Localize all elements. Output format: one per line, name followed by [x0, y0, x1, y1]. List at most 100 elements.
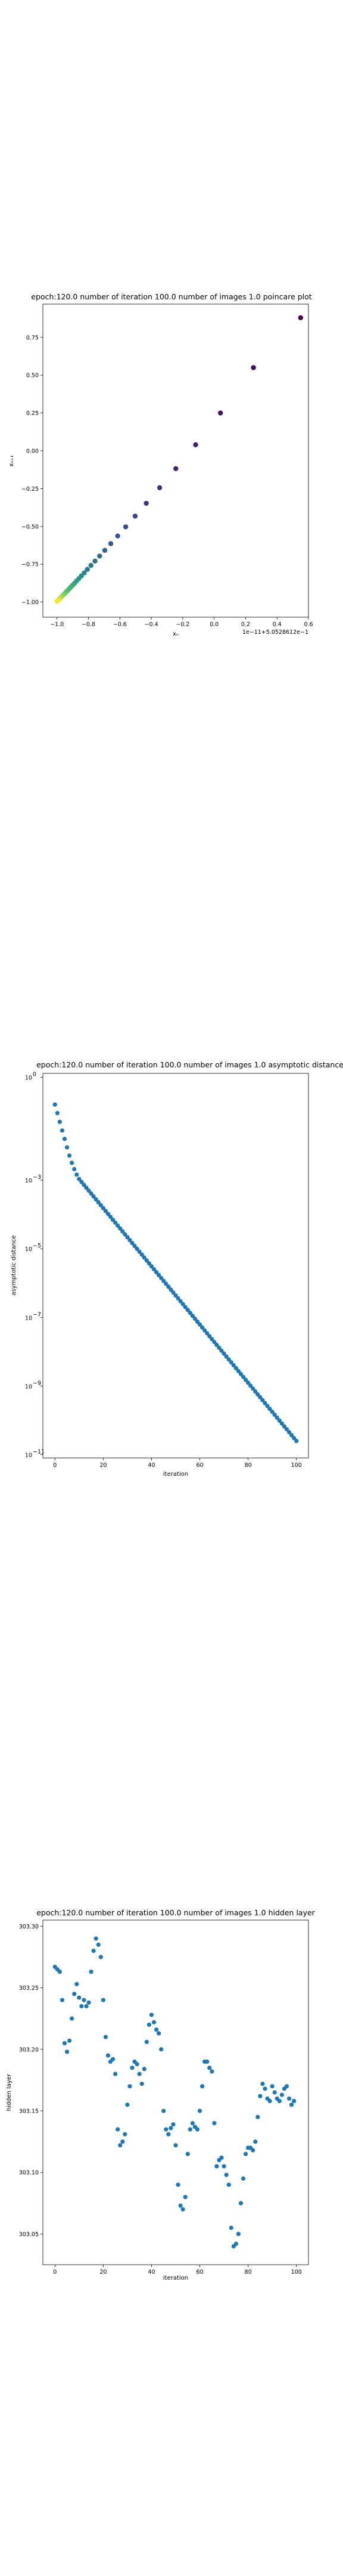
x-axis-label: iteration	[163, 2275, 188, 2281]
x-tick-label: 80	[245, 1462, 252, 1469]
y-tick-label: 303.25	[19, 1985, 39, 1992]
data-point	[188, 1311, 192, 1315]
data-point	[52, 1102, 57, 1107]
data-point	[243, 2151, 248, 2156]
data-point	[118, 1226, 123, 1231]
data-point	[279, 1421, 284, 1426]
data-point	[60, 1998, 65, 2002]
data-point	[116, 1223, 120, 1228]
data-point	[178, 1299, 183, 1304]
x-tick-label: 20	[99, 2269, 107, 2275]
data-point	[226, 2182, 231, 2187]
data-point	[164, 1281, 169, 1286]
y-tick-label: −0.50	[21, 524, 39, 530]
x-tick-label: 100	[291, 2269, 302, 2275]
data-point	[139, 2081, 144, 2086]
data-point	[98, 1203, 103, 1208]
data-point	[176, 1296, 180, 1301]
data-point	[115, 533, 120, 539]
data-point	[93, 1197, 98, 1202]
poincare-plot: epoch:120.0 number of iteration 100.0 nu…	[8, 292, 313, 637]
x-tick-label: 40	[148, 1462, 155, 1469]
x-tick-label: −0.4	[145, 621, 158, 628]
y-tick-label: 303.20	[19, 2046, 39, 2053]
data-point	[173, 1293, 178, 1298]
data-point	[157, 1272, 161, 1277]
data-point	[251, 2148, 255, 2153]
x-ticks: 0 20 40 60 80 100	[53, 2265, 302, 2275]
data-point	[292, 1436, 297, 1441]
y-tick-exponent: −9	[33, 1380, 41, 1386]
y-tick-label: 10	[25, 1315, 32, 1321]
data-point	[284, 2084, 289, 2089]
data-point	[222, 2164, 226, 2169]
data-point	[123, 1232, 127, 1237]
data-point	[190, 1314, 195, 1318]
data-point	[279, 2092, 284, 2097]
x-axis-label: iteration	[163, 1471, 188, 1478]
y-tick-label: 10	[25, 1178, 32, 1184]
data-point	[161, 1278, 166, 1283]
data-point	[236, 1368, 241, 1373]
data-point	[251, 365, 256, 370]
marks	[52, 1936, 297, 2249]
data-point	[67, 2038, 72, 2043]
data-point	[135, 2061, 139, 2067]
data-point	[260, 2081, 265, 2086]
y-ticks: −1.00 −0.75 −0.50 −0.25 0.00 0.25 0.50 0.75	[21, 335, 43, 606]
data-point	[238, 1371, 244, 1376]
data-point	[205, 2059, 210, 2064]
y-tick-label: 303.30	[19, 1924, 39, 1930]
y-tick-label: 10	[25, 1246, 32, 1253]
x-ticks: 0 20 40 60 80 100	[53, 1458, 302, 1469]
data-point	[253, 1389, 258, 1394]
data-point	[102, 547, 108, 553]
x-tick-label: 0.4	[273, 621, 282, 628]
data-point	[64, 2049, 70, 2054]
x-offset-label: 1e−11+5.0528612e−1	[242, 629, 308, 636]
data-point	[70, 2016, 74, 2021]
data-point	[241, 1374, 246, 1379]
x-tick-label: 40	[148, 2269, 155, 2275]
data-point	[272, 2090, 277, 2095]
data-point	[135, 1246, 139, 1251]
data-point	[86, 1188, 91, 1193]
data-point	[142, 1255, 146, 1260]
data-point	[103, 2035, 108, 2039]
y-tick-exponent: −7	[33, 1311, 41, 1318]
data-point	[169, 2126, 173, 2131]
data-point	[88, 563, 93, 568]
data-point	[200, 1325, 205, 1330]
data-point	[123, 2132, 127, 2137]
data-point	[72, 1167, 77, 1172]
data-point	[207, 1334, 212, 1339]
data-point	[183, 1305, 188, 1309]
data-point	[219, 1348, 224, 1353]
data-point	[185, 1308, 190, 1312]
data-point	[96, 1942, 101, 1947]
data-point	[185, 2151, 190, 2156]
data-point	[110, 1217, 116, 1222]
y-tick-label: 10	[25, 1075, 32, 1082]
data-point	[231, 1363, 236, 1368]
data-point	[89, 1970, 93, 1974]
y-tick-label: 0.75	[26, 335, 39, 341]
data-point	[248, 1383, 253, 1388]
data-point	[195, 1319, 200, 1324]
chart-title: epoch:120.0 number of iteration 100.0 nu…	[31, 292, 312, 301]
data-point	[57, 1970, 62, 1974]
asymptotic-distance-plot: epoch:120.0 number of iteration 100.0 nu…	[11, 1060, 343, 1478]
data-point	[275, 1415, 279, 1420]
data-point	[263, 2086, 267, 2091]
data-point	[200, 2084, 205, 2089]
x-tick-label: 0	[53, 2269, 57, 2275]
y-tick-label: 10	[25, 1383, 32, 1390]
hidden-layer-plot: epoch:120.0 number of iteration 100.0 nu…	[6, 1908, 316, 2281]
data-point	[120, 1229, 125, 1234]
data-point	[64, 1145, 70, 1150]
data-point	[289, 1433, 294, 1438]
data-point	[210, 1337, 214, 1342]
data-point	[210, 2069, 214, 2074]
data-point	[233, 1366, 238, 1371]
